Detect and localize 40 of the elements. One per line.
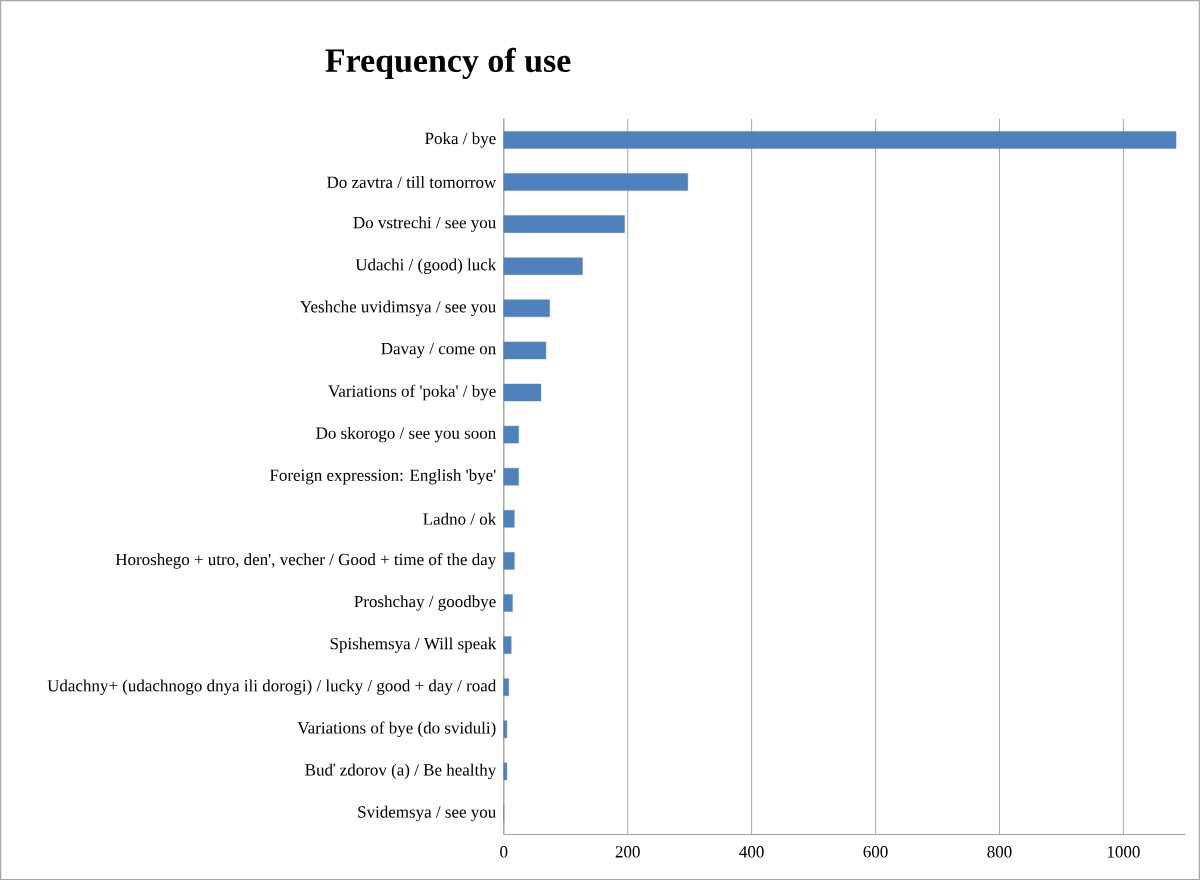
y-tick-label: Do zavtra / till tomorrow	[327, 175, 497, 188]
bar	[503, 341, 547, 360]
y-tick-label: Variations of 'poka' / bye	[328, 384, 496, 401]
y-tick-label: Yeshche uvidimsya / see you	[300, 300, 496, 316]
bar	[503, 173, 689, 191]
y-tick-label: Do skorogo / see you soon	[316, 426, 496, 443]
y-tick-label: Horoshego + utro, den', vecher / Good + time of the day	[115, 552, 497, 569]
y-tick-label: Do vstrechi / see you	[353, 216, 496, 232]
y-tick-label: Spishemsya / Will speak	[330, 637, 497, 653]
bar	[503, 215, 625, 233]
y-tick-label: Svidemsya / see you	[358, 805, 496, 822]
bar	[503, 762, 508, 780]
bar	[503, 678, 509, 696]
y-tick-label: Udachny+ (udachnogo dnya ili dorogi) / lucky / good + day / road	[47, 679, 497, 695]
x-tick-label: 1000	[1107, 845, 1140, 858]
y-tick-label: Proshchay / goodbye	[354, 595, 496, 611]
x-tick-label: 600	[863, 845, 888, 858]
bar	[503, 383, 542, 402]
bar	[503, 467, 519, 486]
bar	[503, 552, 515, 570]
x-tick-label: 200	[615, 845, 640, 858]
x-tick-label: 0	[500, 845, 508, 858]
bar	[503, 720, 508, 738]
bar	[503, 594, 513, 612]
bar	[503, 131, 1177, 149]
y-tick-label: Udachi / (good) luck	[355, 258, 497, 274]
chart-title: Frequency of use	[325, 47, 571, 79]
y-tick-label: Variations of bye (do sviduli)	[297, 721, 496, 737]
bar	[503, 425, 519, 444]
bar	[503, 636, 512, 654]
y-tick-label: Davay / come on	[381, 342, 496, 358]
bar	[503, 257, 583, 275]
y-tick-label: Buď zdorov (a) / Be healthy	[305, 763, 497, 780]
y-tick-label: Ladno / ok	[423, 512, 497, 525]
y-tick-label: Foreign expression: English 'bye'	[269, 468, 496, 485]
bar	[503, 509, 515, 528]
x-tick-label: 400	[739, 845, 764, 858]
x-tick-label: 800	[987, 845, 1012, 858]
y-tick-label: Poka / bye	[425, 132, 496, 148]
bar	[503, 299, 550, 317]
